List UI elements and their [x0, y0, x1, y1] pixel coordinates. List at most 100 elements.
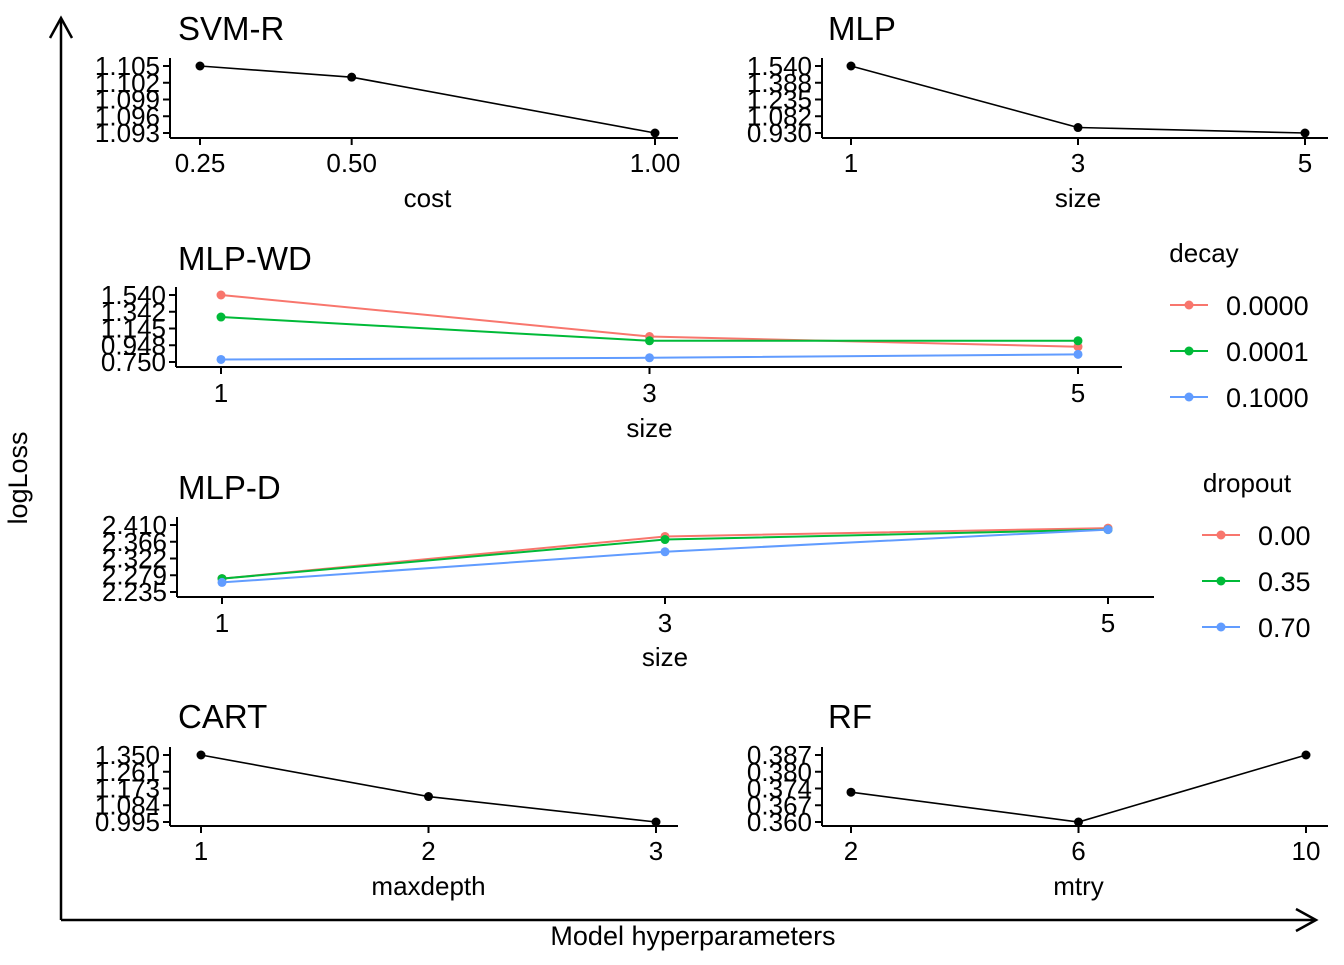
x-tick-label: 3	[658, 608, 672, 638]
y-tick-label: 0.367	[747, 790, 812, 820]
x-tick-label: 6	[1071, 836, 1085, 866]
x-tick-label: 3	[642, 378, 656, 408]
x-tick-label: 5	[1101, 608, 1115, 638]
y-tick-label: 1.105	[95, 51, 160, 81]
data-point	[196, 750, 206, 760]
y-tick-label: 0.750	[101, 347, 166, 377]
data-point	[1073, 123, 1083, 133]
legend-label: 0.00	[1258, 521, 1311, 551]
data-point	[1300, 128, 1310, 138]
legend-item: 0.70	[1202, 613, 1311, 643]
y-tick-label: 1.173	[95, 774, 160, 804]
series-line	[846, 750, 1311, 827]
x-axis-label: size	[626, 413, 672, 443]
x-tick-label: 3	[649, 836, 663, 866]
x-axis-label: maxdepth	[371, 871, 485, 901]
x-tick-label: 1	[214, 378, 228, 408]
legend-label: 0.1000	[1226, 383, 1309, 413]
legend-item: 0.35	[1202, 567, 1311, 597]
series-0.70	[217, 525, 1113, 587]
x-axis-label: size	[1055, 183, 1101, 213]
x-tick-label: 0.25	[175, 148, 226, 178]
legend-label: 0.70	[1258, 613, 1311, 643]
x-tick-label: 10	[1292, 836, 1321, 866]
data-point	[846, 787, 856, 797]
figure-x-label: Model hyperparameters	[550, 921, 835, 951]
series-0.0001	[216, 312, 1083, 346]
data-point	[1103, 525, 1113, 535]
data-point	[216, 354, 226, 364]
series-line	[850, 65, 1306, 134]
legend-title: decay	[1169, 238, 1238, 268]
y-tick-label: 2.279	[102, 560, 167, 590]
legend-label: 0.35	[1258, 567, 1311, 597]
legend-key-point	[1216, 576, 1226, 586]
x-tick-label: 2	[844, 836, 858, 866]
figure-y-label: logLoss	[3, 431, 33, 524]
y-tick-label: 1.082	[747, 101, 812, 131]
y-tick-label: 0.995	[95, 807, 160, 837]
y-tick-label: 2.366	[102, 527, 167, 557]
outer-axes	[48, 15, 1319, 933]
x-tick-label: 0.50	[326, 148, 377, 178]
y-tick-label: 0.374	[747, 774, 812, 804]
data-point	[347, 72, 357, 82]
y-tick-label: 1.235	[747, 85, 812, 115]
data-point	[216, 312, 226, 322]
x-tick-label: 2	[421, 836, 435, 866]
series-line	[195, 61, 660, 138]
panel-title: CART	[178, 698, 267, 735]
series-0.1000	[216, 349, 1083, 364]
y-tick-label: 1.102	[95, 68, 160, 98]
data-point	[660, 547, 670, 557]
data-point	[1073, 336, 1083, 346]
panel-title: SVM-R	[178, 10, 284, 47]
y-tick-label: 1.342	[101, 297, 166, 327]
x-axis-label: size	[642, 642, 688, 672]
series-line	[850, 754, 1307, 823]
y-tick-label: 1.540	[101, 280, 166, 310]
x-axis-label: cost	[404, 183, 452, 213]
y-tick-label: 1.145	[101, 314, 166, 344]
y-tick-label: 2.322	[102, 544, 167, 574]
legend-key-point	[1184, 346, 1194, 356]
x-tick-label: 1.00	[630, 148, 681, 178]
x-tick-label: 5	[1071, 378, 1085, 408]
data-point	[1073, 349, 1083, 359]
y-tick-label: 2.235	[102, 577, 167, 607]
y-tick-label: 0.930	[747, 118, 812, 148]
data-point	[195, 61, 205, 71]
y-tick-label: 0.948	[101, 330, 166, 360]
panel-title: MLP	[828, 10, 896, 47]
series-line	[846, 61, 1310, 138]
legend-key-point	[1216, 622, 1226, 632]
data-point	[217, 577, 227, 587]
y-tick-label: 1.099	[95, 85, 160, 115]
series-line	[196, 750, 661, 827]
x-tick-label: 5	[1298, 148, 1312, 178]
panel-title: MLP-D	[178, 469, 281, 506]
panel-title: MLP-WD	[178, 240, 312, 277]
outer-x-arrow-icon	[1295, 907, 1319, 933]
data-point	[1074, 817, 1083, 827]
legend-label: 0.0001	[1226, 337, 1309, 367]
y-tick-label: 1.350	[95, 740, 160, 770]
data-point	[650, 128, 660, 138]
data-point	[645, 353, 654, 363]
legend-item: 0.00	[1202, 521, 1311, 551]
y-tick-label: 2.410	[102, 510, 167, 540]
data-point	[645, 336, 654, 346]
y-tick-label: 0.387	[747, 740, 812, 770]
y-tick-label: 1.261	[95, 757, 160, 787]
data-point	[1301, 750, 1311, 760]
x-tick-label: 1	[194, 836, 208, 866]
series-line	[200, 754, 657, 823]
legend-key-point	[1184, 392, 1194, 402]
